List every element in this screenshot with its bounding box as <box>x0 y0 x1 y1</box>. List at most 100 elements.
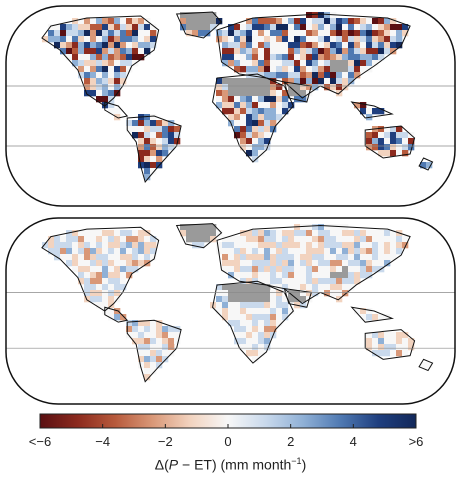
data-cell <box>162 356 169 363</box>
data-cell <box>282 272 289 279</box>
data-cell <box>222 314 229 321</box>
no-data-cell <box>246 90 253 97</box>
data-cell <box>354 18 361 25</box>
data-cell <box>84 266 91 273</box>
data-cell <box>108 96 115 103</box>
data-cell <box>168 144 175 151</box>
data-cell <box>354 60 361 67</box>
data-cell <box>288 48 295 55</box>
data-cell <box>72 230 79 237</box>
data-cell <box>390 138 397 145</box>
data-cell <box>228 248 235 255</box>
data-cell <box>132 320 139 327</box>
data-cell <box>276 24 283 31</box>
data-cell <box>240 248 247 255</box>
no-data-cell <box>264 290 271 297</box>
data-cell <box>282 96 289 103</box>
data-cell <box>318 66 325 73</box>
data-cell <box>216 78 223 85</box>
data-cell <box>252 350 259 357</box>
data-cell <box>114 254 121 261</box>
data-cell <box>156 132 163 139</box>
data-cell <box>312 284 319 291</box>
data-cell <box>348 36 355 43</box>
data-cell <box>384 30 391 37</box>
data-cell <box>372 248 379 255</box>
data-cell <box>270 96 277 103</box>
no-data-cell <box>234 296 241 303</box>
data-cell <box>222 48 229 55</box>
data-cell <box>384 242 391 249</box>
data-cell <box>72 30 79 37</box>
data-cell <box>276 242 283 249</box>
data-cell <box>258 254 265 261</box>
data-cell <box>114 60 121 67</box>
data-cell <box>66 54 73 61</box>
data-cell <box>96 248 103 255</box>
data-cell <box>162 332 169 339</box>
data-cell <box>132 326 139 333</box>
coastline-southAmerica <box>126 319 182 383</box>
data-cell <box>300 260 307 267</box>
data-cell <box>168 138 175 145</box>
data-cell <box>252 260 259 267</box>
data-cell <box>270 254 277 261</box>
data-cell <box>336 254 343 261</box>
data-cell <box>114 242 121 249</box>
data-cell <box>54 24 61 31</box>
data-cell <box>324 72 331 79</box>
data-cell <box>288 248 295 255</box>
data-cell <box>90 30 97 37</box>
data-cell <box>258 48 265 55</box>
data-cell <box>300 42 307 49</box>
data-cell <box>252 356 259 363</box>
data-cell <box>342 78 349 85</box>
data-cell <box>294 30 301 37</box>
data-cell <box>252 314 259 321</box>
data-cell <box>78 66 85 73</box>
data-cell <box>252 332 259 339</box>
data-cell <box>336 278 343 285</box>
data-cell <box>264 114 271 121</box>
data-cell <box>270 242 277 249</box>
data-cell <box>282 30 289 37</box>
data-cell <box>72 260 79 267</box>
data-cell <box>114 290 121 297</box>
data-cell <box>258 102 265 109</box>
data-cell <box>390 42 397 49</box>
colorbar-tick-label: 0 <box>224 434 232 449</box>
data-cell <box>54 236 61 243</box>
data-cell <box>294 272 301 279</box>
no-data-cell <box>240 78 247 85</box>
data-cell <box>324 272 331 279</box>
data-cell <box>264 242 271 249</box>
data-cell <box>138 326 145 333</box>
data-cell <box>132 54 139 61</box>
data-cell <box>174 326 181 333</box>
data-cell <box>144 42 151 49</box>
data-cell <box>216 90 223 97</box>
data-cell <box>108 236 115 243</box>
data-cell <box>96 290 103 297</box>
data-cell <box>336 242 343 249</box>
data-cell <box>114 108 121 115</box>
data-cell <box>384 42 391 49</box>
data-cell <box>246 236 253 243</box>
data-cell <box>228 102 235 109</box>
data-cell <box>84 30 91 37</box>
coastline-africa <box>211 280 294 364</box>
data-cell <box>306 84 313 91</box>
data-cell <box>306 224 313 231</box>
data-cell <box>54 242 61 249</box>
data-cell <box>84 54 91 61</box>
data-cell <box>162 126 169 133</box>
data-cell <box>210 236 217 243</box>
data-cell <box>318 42 325 49</box>
data-cell <box>378 54 385 61</box>
data-cell <box>90 272 97 279</box>
data-cell <box>306 36 313 43</box>
coastline-newZealand <box>418 358 434 372</box>
data-cell <box>360 266 367 273</box>
data-cell <box>378 132 385 139</box>
data-cell <box>330 54 337 61</box>
